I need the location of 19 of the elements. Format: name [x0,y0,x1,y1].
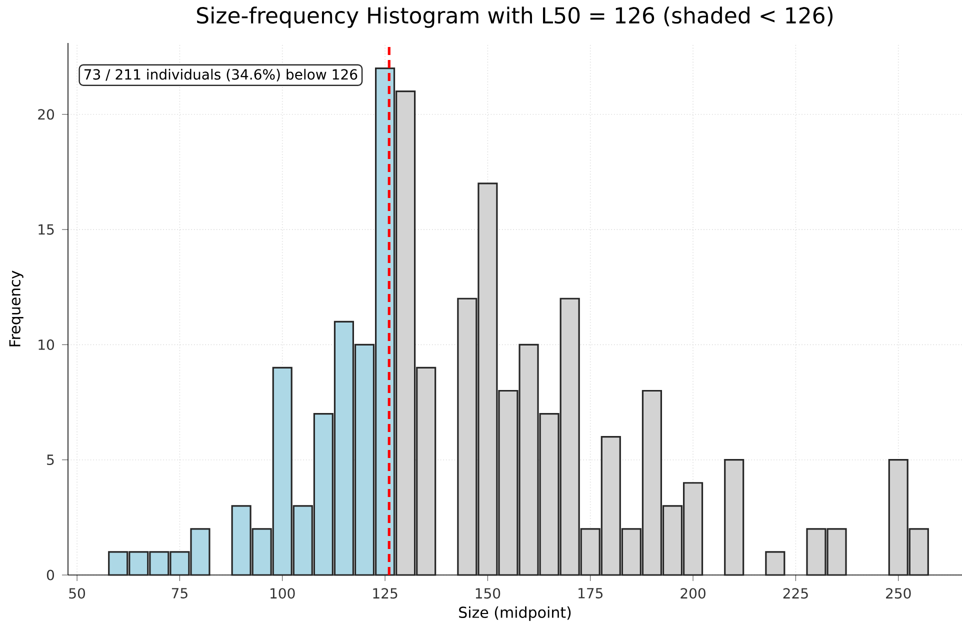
chart-title: Size-frequency Histogram with L50 = 126 (shaded < 126) [197,6,832,28]
x-tick-label: 50 [69,588,85,599]
y-tick-label: 20 [38,109,54,120]
y-tick-label: 10 [38,339,54,350]
y-tick-label: 15 [38,224,54,235]
x-tick-label: 250 [886,588,911,599]
x-tick-label: 175 [578,588,602,598]
x-axis-title: Size (midpoint) [459,606,571,621]
y-axis-title: Frequency [9,270,24,346]
x-tick-label: 125 [373,588,398,599]
x-tick-label: 150 [476,588,500,599]
annotation: 73 / 211 individuals (34.6%) below 126 [84,68,358,82]
x-tick-label: 75 [172,588,188,598]
bar [765,551,786,576]
y-tick-label: 0 [46,570,54,580]
x-tick-label: 200 [680,588,706,599]
y-tick-label: 5 [47,454,54,466]
x-tick-label: 225 [783,588,808,599]
x-tick-label: 100 [270,588,295,599]
